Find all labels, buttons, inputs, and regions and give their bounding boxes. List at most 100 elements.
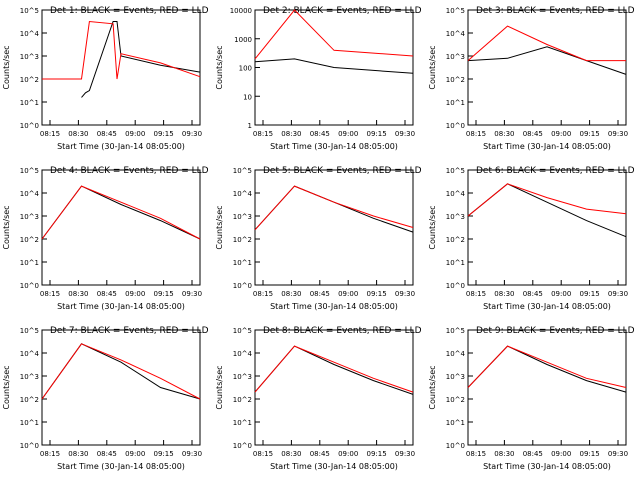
x-tick-label: 09:15 bbox=[580, 290, 600, 298]
series-line-events bbox=[467, 183, 627, 238]
chart-title: Det 1: BLACK = Events, RED = LLD bbox=[50, 6, 209, 16]
chart-title: Det 2: BLACK = Events, RED = LLD bbox=[263, 6, 422, 16]
y-tick-label: 10^0 bbox=[446, 442, 465, 450]
x-tick-label: 09:15 bbox=[367, 130, 387, 138]
x-tick-label: 09:00 bbox=[338, 290, 358, 298]
x-tick-label: 08:30 bbox=[494, 450, 514, 458]
x-axis-label: Start Time (30-Jan-14 08:05:00) bbox=[483, 142, 611, 151]
x-tick-label: 08:45 bbox=[523, 290, 543, 298]
x-tick-label: 09:00 bbox=[551, 130, 571, 138]
y-tick-label: 10^4 bbox=[233, 350, 253, 358]
x-tick-label: 09:00 bbox=[125, 290, 145, 298]
x-tick-label: 09:30 bbox=[395, 450, 415, 458]
x-tick-label: 08:45 bbox=[310, 450, 330, 458]
x-tick-label: 08:15 bbox=[253, 130, 273, 138]
series-line-events bbox=[467, 345, 627, 393]
x-tick-label: 09:00 bbox=[551, 450, 571, 458]
x-tick-label: 08:45 bbox=[523, 450, 543, 458]
series-line-events bbox=[81, 21, 201, 98]
y-axis-label: Counts/sec bbox=[428, 205, 437, 249]
chart-panel-9: Det 9: BLACK = Events, RED = LLD Counts/s… bbox=[428, 326, 635, 471]
chart-panel-7: Det 7: BLACK = Events, RED = LLD Counts/s… bbox=[2, 326, 209, 471]
y-tick-label: 10^0 bbox=[20, 122, 39, 130]
chart-title: Det 6: BLACK = Events, RED = LLD bbox=[476, 166, 635, 176]
x-tick-label: 08:45 bbox=[97, 130, 117, 138]
y-tick-label: 10^0 bbox=[20, 282, 39, 290]
x-tick-label: 09:15 bbox=[580, 130, 600, 138]
y-tick-label: 10^2 bbox=[233, 236, 252, 244]
chart-title: Det 3: BLACK = Events, RED = LLD bbox=[476, 6, 635, 16]
series-line-lld bbox=[41, 185, 201, 240]
y-tick-label: 1000 bbox=[234, 36, 252, 44]
y-tick-label: 10^3 bbox=[20, 53, 39, 61]
y-tick-label: 10^5 bbox=[446, 327, 465, 335]
x-tick-label: 09:00 bbox=[338, 450, 358, 458]
series-line-lld bbox=[254, 9, 414, 60]
x-tick-label: 08:30 bbox=[68, 450, 88, 458]
x-tick-label: 09:30 bbox=[395, 290, 415, 298]
y-axis-label: Counts/sec bbox=[215, 365, 224, 409]
y-tick-label: 10^5 bbox=[20, 167, 39, 175]
x-tick-label: 09:30 bbox=[608, 290, 628, 298]
y-tick-label: 10^0 bbox=[233, 442, 252, 450]
x-tick-label: 09:00 bbox=[125, 130, 145, 138]
x-axis-label: Start Time (30-Jan-14 08:05:00) bbox=[57, 302, 185, 311]
series-line-events bbox=[254, 185, 414, 233]
chart-title: Det 9: BLACK = Events, RED = LLD bbox=[476, 326, 635, 336]
x-tick-label: 09:00 bbox=[125, 450, 145, 458]
x-tick-label: 08:30 bbox=[281, 450, 301, 458]
y-tick-label: 10^0 bbox=[20, 442, 39, 450]
y-axis-label: Counts/sec bbox=[428, 365, 437, 409]
y-tick-label: 10^5 bbox=[446, 167, 465, 175]
y-axis-label: Counts/sec bbox=[215, 45, 224, 89]
series-line-events bbox=[467, 46, 627, 75]
chart-panel-1: Det 1: BLACK = Events, RED = LLD Counts/s… bbox=[2, 6, 209, 151]
plot-frame bbox=[41, 9, 201, 126]
y-tick-label: 10^5 bbox=[446, 7, 465, 15]
y-axis-label: Counts/sec bbox=[2, 365, 11, 409]
series-line-lld bbox=[41, 343, 201, 400]
x-axis-label: Start Time (30-Jan-14 08:05:00) bbox=[270, 462, 398, 471]
y-tick-label: 10^1 bbox=[20, 419, 39, 427]
y-tick-label: 100 bbox=[239, 65, 252, 73]
x-tick-label: 09:15 bbox=[367, 450, 387, 458]
y-tick-label: 10^4 bbox=[446, 190, 466, 198]
x-tick-label: 08:30 bbox=[281, 130, 301, 138]
x-axis-label: Start Time (30-Jan-14 08:05:00) bbox=[483, 302, 611, 311]
x-tick-label: 08:15 bbox=[466, 130, 486, 138]
y-tick-label: 10^3 bbox=[446, 53, 465, 61]
y-tick-label: 10^2 bbox=[20, 396, 39, 404]
y-tick-label: 10^5 bbox=[233, 167, 252, 175]
x-axis-label: Start Time (30-Jan-14 08:05:00) bbox=[57, 142, 185, 151]
chart-title: Det 8: BLACK = Events, RED = LLD bbox=[263, 326, 422, 336]
series-line-lld bbox=[254, 345, 414, 393]
x-tick-label: 09:15 bbox=[154, 130, 174, 138]
plot-frame bbox=[41, 329, 201, 446]
y-tick-label: 10^3 bbox=[233, 213, 252, 221]
plot-frame bbox=[467, 169, 627, 286]
x-tick-label: 08:15 bbox=[40, 450, 60, 458]
y-tick-label: 1 bbox=[248, 122, 252, 130]
x-tick-label: 08:15 bbox=[253, 450, 273, 458]
x-axis-label: Start Time (30-Jan-14 08:05:00) bbox=[270, 142, 398, 151]
x-tick-label: 08:45 bbox=[523, 130, 543, 138]
x-tick-label: 08:15 bbox=[40, 290, 60, 298]
series-line-lld bbox=[467, 183, 627, 217]
x-tick-label: 09:15 bbox=[580, 450, 600, 458]
x-tick-label: 08:45 bbox=[310, 130, 330, 138]
chart-panel-6: Det 6: BLACK = Events, RED = LLD Counts/s… bbox=[428, 166, 635, 311]
chart-title: Det 7: BLACK = Events, RED = LLD bbox=[50, 326, 209, 336]
plot-frame bbox=[41, 169, 201, 286]
y-axis-label: Counts/sec bbox=[2, 45, 11, 89]
y-tick-label: 10^2 bbox=[20, 76, 39, 84]
y-tick-label: 10^4 bbox=[233, 190, 253, 198]
y-tick-label: 10^1 bbox=[233, 259, 252, 267]
chart-panel-4: Det 4: BLACK = Events, RED = LLD Counts/s… bbox=[2, 166, 209, 311]
plot-frame bbox=[467, 329, 627, 446]
x-tick-label: 09:30 bbox=[608, 130, 628, 138]
series-line-events bbox=[41, 343, 201, 400]
y-tick-label: 10^4 bbox=[20, 350, 40, 358]
y-tick-label: 10 bbox=[243, 93, 252, 101]
y-tick-label: 10^2 bbox=[446, 76, 465, 84]
